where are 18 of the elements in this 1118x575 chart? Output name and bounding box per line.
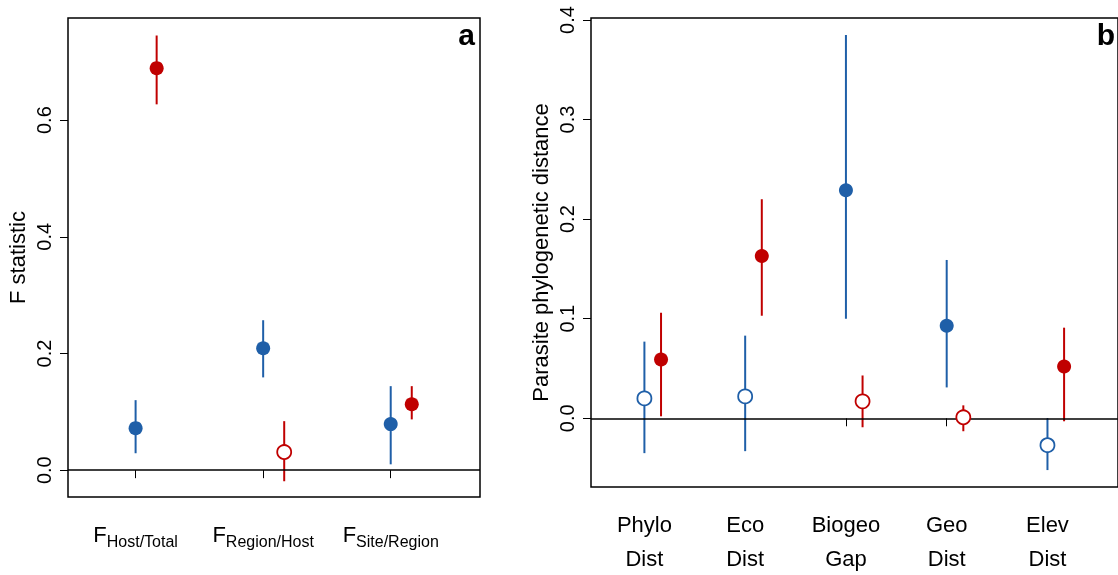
y-tick-label: 0.3 <box>556 105 578 134</box>
y-tick-label: 0.2 <box>33 339 55 368</box>
x-tick-label: Eco Dist <box>726 511 765 571</box>
chart-title: b <box>1096 17 1115 51</box>
y-axis-title: Parasite phylogenetic distance <box>527 103 553 402</box>
y-tick-label: 0.0 <box>33 456 55 485</box>
y-tick-label: 0.1 <box>556 304 578 333</box>
y-tick-label: 0.4 <box>556 6 578 34</box>
chart-title: a <box>458 17 476 51</box>
y-axis-title: F statistic <box>4 211 30 304</box>
y-tick-label: 0.2 <box>556 205 578 234</box>
x-tick-label: Elev Dist <box>1026 511 1069 571</box>
x-tick-label: Biogeo Gap <box>811 511 881 571</box>
y-tick-label: 0.0 <box>556 404 578 433</box>
y-tick-label: 0.6 <box>33 106 55 135</box>
x-tick-label: Geo Dist <box>925 511 968 571</box>
x-tick-label: Phylo Dist <box>616 511 672 571</box>
y-tick-label: 0.4 <box>33 222 55 251</box>
